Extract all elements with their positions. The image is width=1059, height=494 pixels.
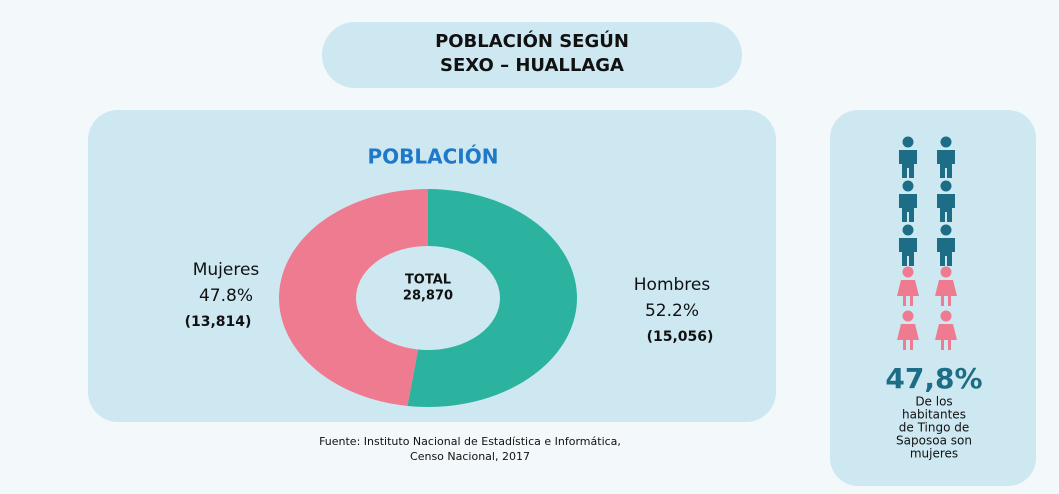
subtitle: POBLACIÓN <box>368 145 499 169</box>
icon-head <box>902 266 914 278</box>
category-label: Hombres <box>634 275 711 295</box>
value-label: 52.2% <box>645 301 699 321</box>
icon-head <box>940 136 952 148</box>
donut-slice <box>407 189 577 407</box>
icon-head <box>902 136 914 148</box>
icon-body <box>899 194 917 222</box>
icon-head <box>902 180 914 192</box>
title-line: POBLACIÓN SEGÚN <box>435 30 629 52</box>
count-label: (15,056) <box>647 329 714 345</box>
icon-head <box>940 266 952 278</box>
icon-body <box>899 150 917 178</box>
icon-body <box>897 280 919 306</box>
highlight: 47,8% <box>885 362 982 395</box>
main-panel <box>88 110 776 422</box>
people-icons <box>897 136 957 350</box>
source: Fuente: Instituto Nacional de Estadístic… <box>319 435 621 448</box>
icon-body <box>937 150 955 178</box>
icon-head <box>902 310 914 322</box>
highlight-text: De los <box>915 395 952 409</box>
icon-head <box>940 310 952 322</box>
highlight-text: Saposoa son <box>896 434 972 448</box>
icon-body <box>897 324 919 350</box>
center-value: 28,870 <box>403 289 453 304</box>
side-panel <box>830 110 1036 486</box>
source: Censo Nacional, 2017 <box>410 450 530 463</box>
icon-body <box>899 238 917 266</box>
icon-body <box>937 194 955 222</box>
icon-body <box>937 238 955 266</box>
icon-head <box>940 224 952 236</box>
icon-body <box>935 324 957 350</box>
title-pill <box>322 22 742 88</box>
icon-head <box>940 180 952 192</box>
title-line: SEXO – HUALLAGA <box>440 55 624 76</box>
count-label: (13,814) <box>185 314 252 330</box>
category-label: Mujeres <box>193 260 260 280</box>
highlight-text: mujeres <box>910 447 958 461</box>
value-label: 47.8% <box>199 286 253 306</box>
highlight-text: de Tingo de <box>899 421 970 435</box>
donut-slice <box>279 189 428 406</box>
icon-body <box>935 280 957 306</box>
icon-head <box>902 224 914 236</box>
center-label: TOTAL <box>405 273 451 288</box>
highlight-text: habitantes <box>902 408 966 422</box>
